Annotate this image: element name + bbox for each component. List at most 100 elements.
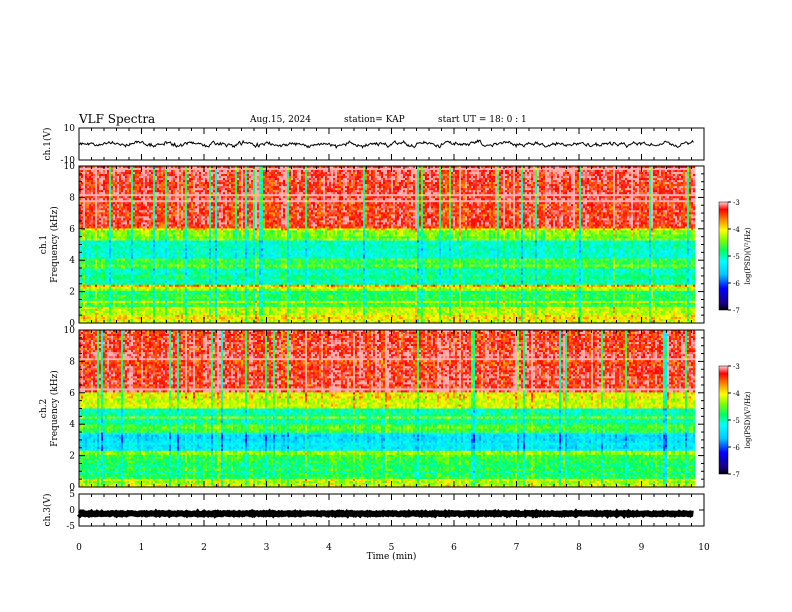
spectrogram-cell (657, 170, 659, 172)
spectrogram-cell (133, 168, 135, 170)
spectrogram-cell (87, 170, 89, 172)
spectrogram-cell (223, 168, 225, 170)
spectrogram-cell (159, 168, 161, 170)
spectrogram-cell (499, 170, 501, 172)
spectrogram-cell (671, 168, 673, 170)
spectrogram-cell (507, 168, 509, 170)
spectrogram-cell (647, 170, 649, 172)
spectrogram-cell (473, 170, 475, 172)
spectrogram-cell (239, 170, 241, 172)
spectrogram-cell (85, 168, 87, 170)
spectrogram-cell (181, 170, 183, 172)
spectrogram-cell (575, 168, 577, 170)
spectrogram-cell (649, 168, 651, 170)
spectrogram-cell (471, 168, 473, 170)
spectrogram-cell (273, 170, 275, 172)
spectrogram-cell (627, 170, 629, 172)
spectrogram-cell (235, 172, 237, 174)
spectrogram-cell (691, 170, 693, 172)
spectrogram-cell (233, 172, 235, 174)
spectrogram-cell (613, 168, 615, 170)
spectrogram-cell (211, 168, 213, 170)
spectrogram-cell (397, 170, 399, 172)
spectrogram-cell (293, 170, 295, 172)
spectrogram-cell (215, 172, 217, 174)
spectrogram-cell (151, 168, 153, 170)
spectrogram-cell (493, 170, 495, 172)
spectrogram-cell (573, 168, 575, 170)
spectrogram-cell (649, 170, 651, 172)
spectrogram-cell (289, 168, 291, 170)
spectrogram-cell (431, 168, 433, 170)
spectrogram-cell (607, 168, 609, 170)
spectrogram-cell (643, 168, 645, 170)
spectrogram-cell (337, 168, 339, 170)
spectrogram-cell (481, 170, 483, 172)
spectrogram-cell (283, 168, 285, 170)
spectrogram-cell (529, 170, 531, 172)
spectrogram-cell (429, 170, 431, 172)
spectrogram-cell (449, 170, 451, 172)
spectrogram-cell (195, 168, 197, 170)
spectrogram-cell (97, 170, 99, 172)
spectrogram-cell (205, 168, 207, 170)
spectrogram-cell (355, 170, 357, 172)
spectrogram-cell (297, 168, 299, 170)
spectrogram-cell (635, 168, 637, 170)
spectrogram-cell (599, 168, 601, 170)
spectrogram-cell (501, 168, 503, 170)
spectrogram-cell (441, 170, 443, 172)
spectrogram-cell (519, 168, 521, 170)
spectrogram-cell (569, 170, 571, 172)
spectrogram-cell (107, 170, 109, 172)
spectrogram-cell (101, 170, 103, 172)
spectrogram-cell (263, 170, 265, 172)
spectrogram-cell (589, 170, 591, 172)
spectrogram-cell (233, 170, 235, 172)
spectrogram-cell (179, 170, 181, 172)
spectrogram-cell (273, 172, 275, 174)
spectrogram-cell (183, 172, 185, 174)
spectrogram-cell (257, 170, 259, 172)
spectrogram-cell (243, 168, 245, 170)
spectrogram-cell (381, 170, 383, 172)
spectrogram-cell (87, 172, 89, 174)
spectrogram-cell (643, 170, 645, 172)
spectrogram-cell (559, 170, 561, 172)
spectrogram-cell (359, 170, 361, 172)
spectrogram-cell (527, 170, 529, 172)
spectrogram-cell (687, 168, 689, 170)
spectrogram-cell (637, 170, 639, 172)
spectrogram-cell (143, 168, 145, 170)
spectrogram-cell (101, 172, 103, 174)
spectrogram-cell (487, 168, 489, 170)
spectrogram-cell (155, 172, 157, 174)
spectrogram-cell (669, 170, 671, 172)
spectrogram-cell (525, 168, 527, 170)
spectrogram-cell (355, 168, 357, 170)
spectrogram-cell (659, 170, 661, 172)
spectrogram-cell (589, 168, 591, 170)
spectrogram-cell (477, 170, 479, 172)
spectrogram-cell (305, 168, 307, 170)
spectrogram-cell (535, 170, 537, 172)
spectrogram-cell (187, 170, 189, 172)
spectrogram-cell (205, 172, 207, 174)
spectrogram-cell (319, 168, 321, 170)
spectrogram-cell (151, 170, 153, 172)
spectrogram-cell (593, 168, 595, 170)
spectrogram-cell (673, 168, 675, 170)
spectrogram-cell (683, 168, 685, 170)
spectrogram-cell (207, 172, 209, 174)
spectrogram-cell (237, 172, 239, 174)
spectrogram-cell (273, 168, 275, 170)
spectrogram-cell (679, 170, 681, 172)
spectrogram-cell (543, 170, 545, 172)
spectrogram-cell (159, 170, 161, 172)
spectrogram-cell (113, 168, 115, 170)
spectrogram-cell (251, 172, 253, 174)
spectrogram-cell (403, 170, 405, 172)
spectrogram-cell (173, 172, 175, 174)
spectrogram-cell (685, 170, 687, 172)
spectrogram-cell (121, 168, 123, 170)
